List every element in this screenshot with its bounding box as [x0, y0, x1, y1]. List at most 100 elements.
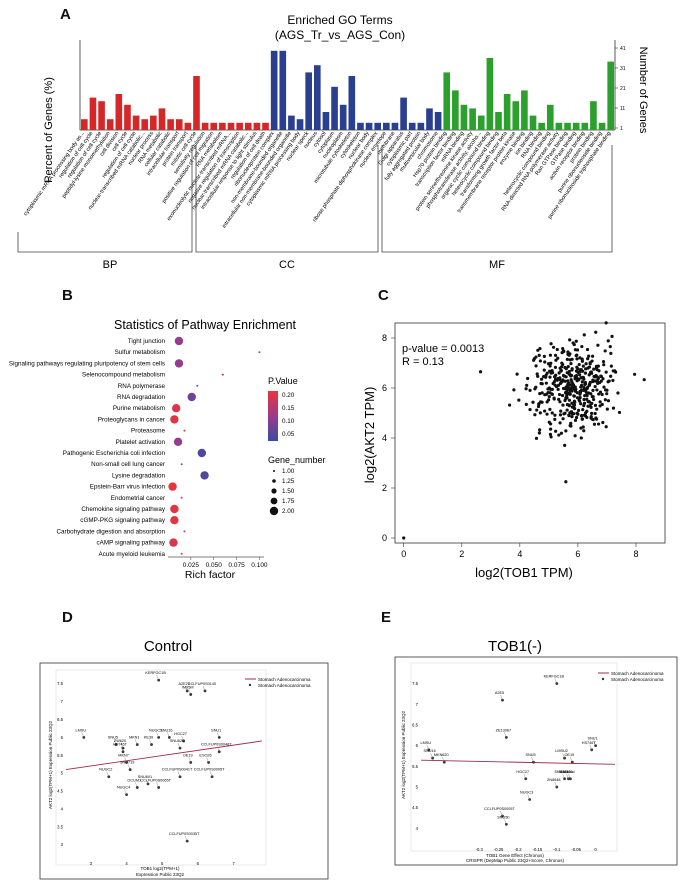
tob1-point — [442, 760, 446, 764]
control-point — [82, 735, 86, 739]
tob1-point-label: ZE13067 — [496, 728, 511, 732]
pathway-title: Statistics of Pathway Enrichment — [114, 318, 297, 332]
control-point — [167, 735, 171, 739]
pathway-xtick-label: 0.075 — [228, 562, 245, 569]
tob1-point — [563, 756, 566, 760]
colorbar-tick-label: 0.10 — [282, 418, 295, 425]
go-bar — [590, 101, 597, 130]
tob1-xtick-label: -0.2 — [514, 847, 522, 852]
correlation-r-text: R = 0.13 — [402, 356, 444, 368]
correlation-point — [543, 360, 547, 364]
tob1-point-label: SNU1 — [588, 737, 598, 741]
correlation-point — [580, 413, 584, 418]
control-scatter-chart: Control Stomach Adenocarcinoma Stomach A… — [39, 638, 329, 880]
control-point-label: HS746T — [113, 743, 128, 747]
correlation-point — [600, 392, 604, 397]
control-legend-dot-label: Stomach Adenocarcinoma — [258, 683, 311, 688]
correlation-point — [604, 370, 608, 374]
control-point-leader — [177, 743, 181, 749]
correlation-point — [606, 399, 611, 403]
tob1-legend-dot-label: Stomach Adenocarcinoma — [611, 677, 664, 682]
control-point-label: IM95M — [182, 685, 194, 689]
correlation-point — [533, 387, 537, 391]
correlation-point — [549, 435, 553, 439]
control-point-leader — [209, 771, 213, 777]
correlation-point — [576, 370, 580, 375]
correlation-point — [616, 391, 620, 395]
go-bar — [400, 97, 407, 130]
control-ytick-label: 3.5 — [57, 824, 63, 829]
go-bar — [262, 122, 269, 130]
pathway-label: Proteoglycans in cancer — [98, 416, 165, 423]
correlation-point — [578, 389, 582, 393]
tob1-point-label: KERFGC1B — [544, 675, 565, 679]
correlation-point — [545, 392, 549, 396]
correlation-point — [569, 362, 573, 366]
go-bar — [564, 122, 571, 130]
correlation-point — [536, 374, 540, 378]
pathway-label: Selenocompound metabolism — [82, 372, 165, 379]
go-group-cc: CC — [279, 259, 295, 271]
correlation-point — [592, 367, 596, 371]
tob1-point — [524, 777, 528, 781]
go-bar — [408, 122, 416, 130]
correlation-point — [582, 333, 586, 337]
panel-letter-b: B — [62, 287, 73, 304]
correlation-point — [604, 321, 608, 325]
pathway-point — [183, 429, 186, 432]
go-bar — [141, 119, 149, 130]
correlation-point — [550, 387, 554, 392]
correlation-point — [553, 417, 557, 421]
control-point — [178, 746, 182, 750]
correlation-point — [577, 399, 582, 403]
go-bar — [348, 76, 356, 130]
go-bar — [417, 122, 425, 130]
correlation-point — [567, 381, 571, 385]
correlation-point — [524, 402, 528, 406]
control-point — [157, 735, 161, 739]
control-point — [210, 775, 214, 779]
tob1-point-label: SNU16b — [554, 770, 568, 774]
control-point-leader — [120, 746, 124, 752]
pathway-label: Acute myeloid leukemia — [99, 551, 166, 558]
correlation-point — [611, 406, 616, 410]
correlation-point — [561, 349, 566, 353]
tob1-point-label: SNU16 — [424, 749, 436, 753]
correlation-point — [598, 400, 602, 404]
tob1-point — [431, 756, 435, 760]
tob1-ytick-label: 6 — [416, 743, 419, 748]
correlation-plot-frame — [394, 322, 666, 544]
correlation-point — [609, 374, 613, 378]
correlation-point — [538, 346, 542, 351]
correlation-point — [558, 421, 562, 425]
correlation-point — [544, 381, 548, 385]
correlation-point — [533, 413, 537, 417]
tob1-point-leader — [500, 695, 503, 701]
correlation-point — [611, 378, 615, 383]
correlation-point — [584, 362, 588, 366]
correlation-point — [517, 398, 521, 402]
control-point-label: ZW620 — [114, 739, 126, 743]
correlation-point — [592, 422, 597, 426]
correlation-point — [602, 363, 606, 367]
go-right-tick-label: 11 — [620, 106, 625, 112]
correlation-point — [598, 404, 602, 408]
correlation-point — [596, 364, 600, 368]
tob1-point-leader — [504, 819, 507, 825]
tob1-point — [501, 698, 504, 702]
correlation-point — [545, 412, 549, 416]
correlation-point — [560, 361, 564, 365]
control-point-label: A2E20 — [178, 682, 189, 686]
correlation-point — [556, 387, 560, 392]
control-point — [125, 761, 128, 764]
tob1-point-label: LMSU — [420, 741, 431, 745]
tob1-akt2-correlation-chart: p-value = 0.0013 R = 0.13 0 2 4 6 8 0 2 4 6 8 log… — [362, 321, 666, 580]
correlation-xtick-label: 2 — [459, 549, 464, 559]
correlation-point — [587, 373, 591, 377]
correlation-point — [583, 394, 587, 398]
control-point-label: SNU719 — [120, 761, 134, 765]
control-point — [203, 689, 207, 693]
correlation-point — [581, 408, 585, 412]
correlation-point — [565, 408, 569, 412]
tob1-title: TOB1(-) — [488, 638, 542, 655]
